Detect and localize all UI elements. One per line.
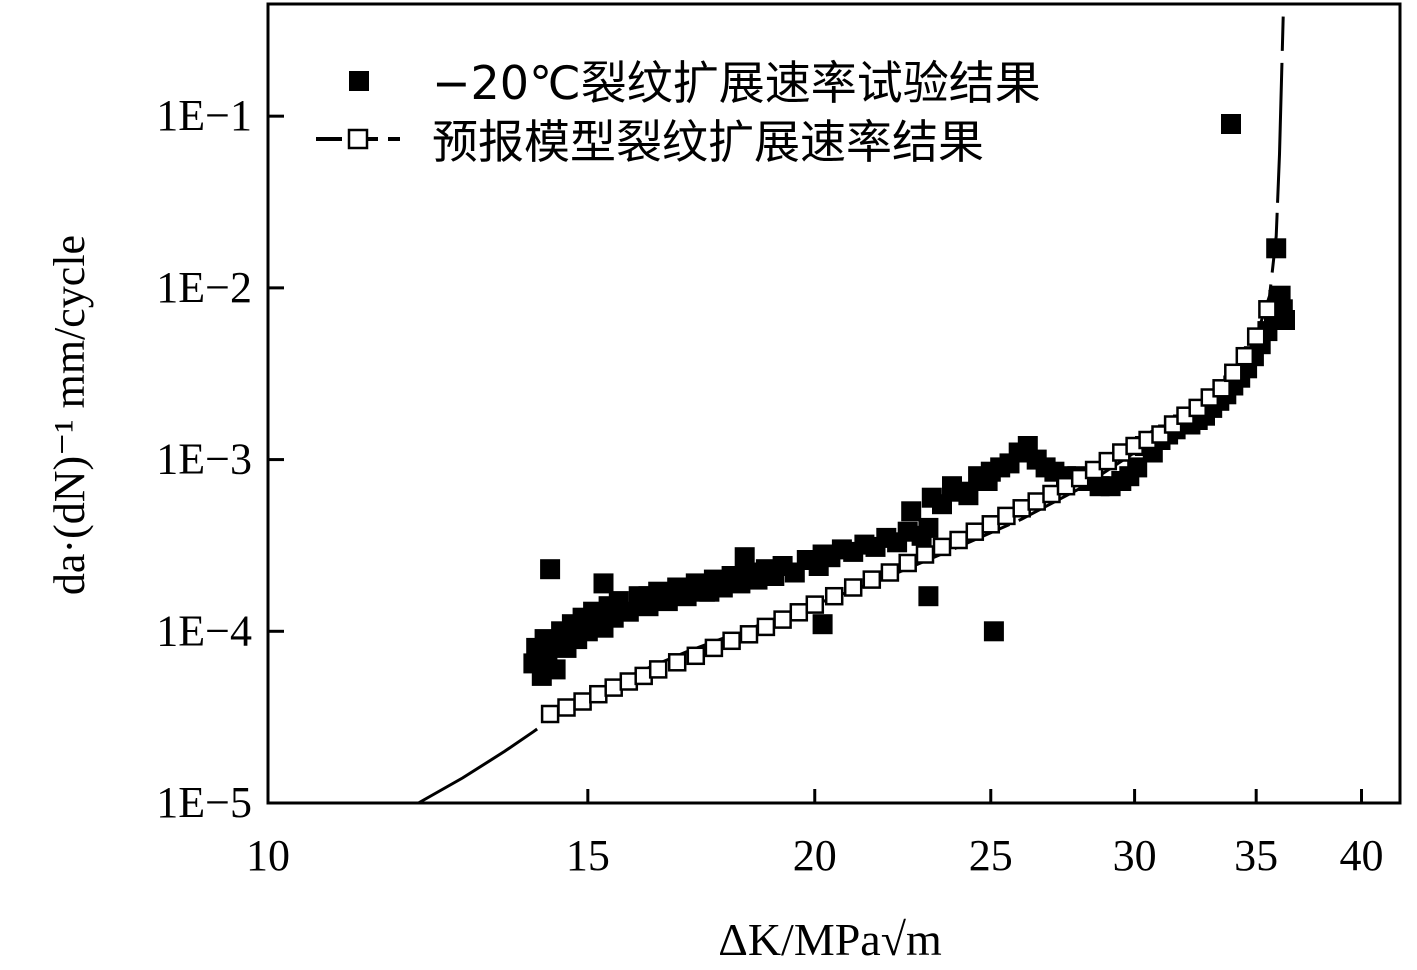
- model-point: [773, 610, 792, 629]
- experiment-point: [901, 501, 922, 522]
- legend-label-experiment: −20℃裂纹扩展速率试验结果: [432, 56, 1041, 110]
- model-point: [589, 684, 608, 704]
- model-point: [915, 545, 935, 564]
- y-axis-label: da·(dN)⁻¹ mm/cycle: [45, 235, 94, 595]
- y-tick-label: 1E−2: [156, 263, 252, 312]
- model-point: [1246, 327, 1266, 346]
- model-point: [1012, 499, 1031, 518]
- legend-marker-experiment: [349, 71, 369, 91]
- experiment-point: [699, 581, 720, 602]
- experiment-point: [603, 607, 624, 628]
- model-point: [686, 646, 706, 666]
- x-axis-label: ΔK/MPa√m: [718, 914, 942, 965]
- model-point: [932, 537, 952, 557]
- legend-marker-model: [347, 128, 369, 150]
- experiment-point: [983, 621, 1004, 642]
- model-point: [965, 522, 985, 541]
- model-point: [540, 704, 560, 724]
- experiment-point: [918, 586, 939, 607]
- model-point: [805, 595, 825, 614]
- model-point: [1212, 379, 1231, 398]
- experiment-point: [932, 494, 952, 515]
- x-tick-label: 40: [1340, 831, 1384, 880]
- experiment-point: [540, 559, 561, 580]
- x-tick-label: 15: [566, 831, 610, 880]
- model-point: [949, 530, 968, 550]
- experiment-point: [1275, 310, 1295, 330]
- model-point: [739, 625, 759, 644]
- plot-layer: 10 15 20 25 30 35 40 1E−5 1E−4 1E−3 1E−2 1E−1: [156, 2, 1402, 880]
- x-tick-label: 20: [793, 831, 837, 880]
- plot-frame: [266, 2, 1402, 805]
- model-point: [997, 506, 1016, 526]
- model-point: [1224, 363, 1243, 383]
- model-point: [619, 672, 639, 691]
- model-point: [722, 631, 741, 651]
- experiment-point: [593, 573, 614, 594]
- legend-label-model: 预报模型裂纹扩展速率结果: [432, 115, 984, 169]
- experiment-point: [812, 614, 833, 635]
- y-tick-label: 1E−1: [156, 91, 252, 140]
- y-tick-label: 1E−5: [156, 778, 252, 827]
- model-point: [604, 678, 623, 697]
- x-tick-label: 35: [1234, 831, 1278, 880]
- y-tick-label: 1E−4: [156, 606, 252, 655]
- model-point: [648, 660, 668, 679]
- model-point: [789, 603, 809, 622]
- model-point: [843, 578, 863, 597]
- model-point: [1235, 346, 1255, 366]
- model-point: [704, 638, 724, 658]
- model-point: [981, 515, 1001, 534]
- x-tick-label: 25: [969, 831, 1013, 880]
- experiment-point: [638, 586, 659, 607]
- model-point: [756, 617, 776, 637]
- experiment-point: [1127, 457, 1148, 478]
- model-point: [898, 553, 917, 573]
- experiment-point: [1266, 238, 1287, 259]
- model-point: [880, 563, 900, 582]
- experiment-point: [1221, 114, 1241, 134]
- model-point: [557, 698, 576, 717]
- experiment-point: [958, 485, 979, 506]
- experiment-point: [734, 547, 755, 568]
- experiment-point: [545, 659, 566, 680]
- model-point: [667, 653, 687, 672]
- model-point: [862, 570, 882, 589]
- x-tick-label: 30: [1113, 831, 1157, 880]
- model-point: [824, 586, 844, 606]
- legend: −20℃裂纹扩展速率试验结果 预报模型裂纹扩展速率结果: [316, 56, 1041, 169]
- model-point: [1258, 300, 1277, 319]
- axis-titles: ΔK/MPa√m da·(dN)⁻¹ mm/cycle: [45, 235, 942, 965]
- x-tick-label: 10: [246, 831, 290, 880]
- model-point: [573, 692, 592, 711]
- experiment-point: [618, 601, 639, 622]
- experiment-point: [918, 517, 939, 538]
- y-tick-label: 1E−3: [156, 435, 252, 484]
